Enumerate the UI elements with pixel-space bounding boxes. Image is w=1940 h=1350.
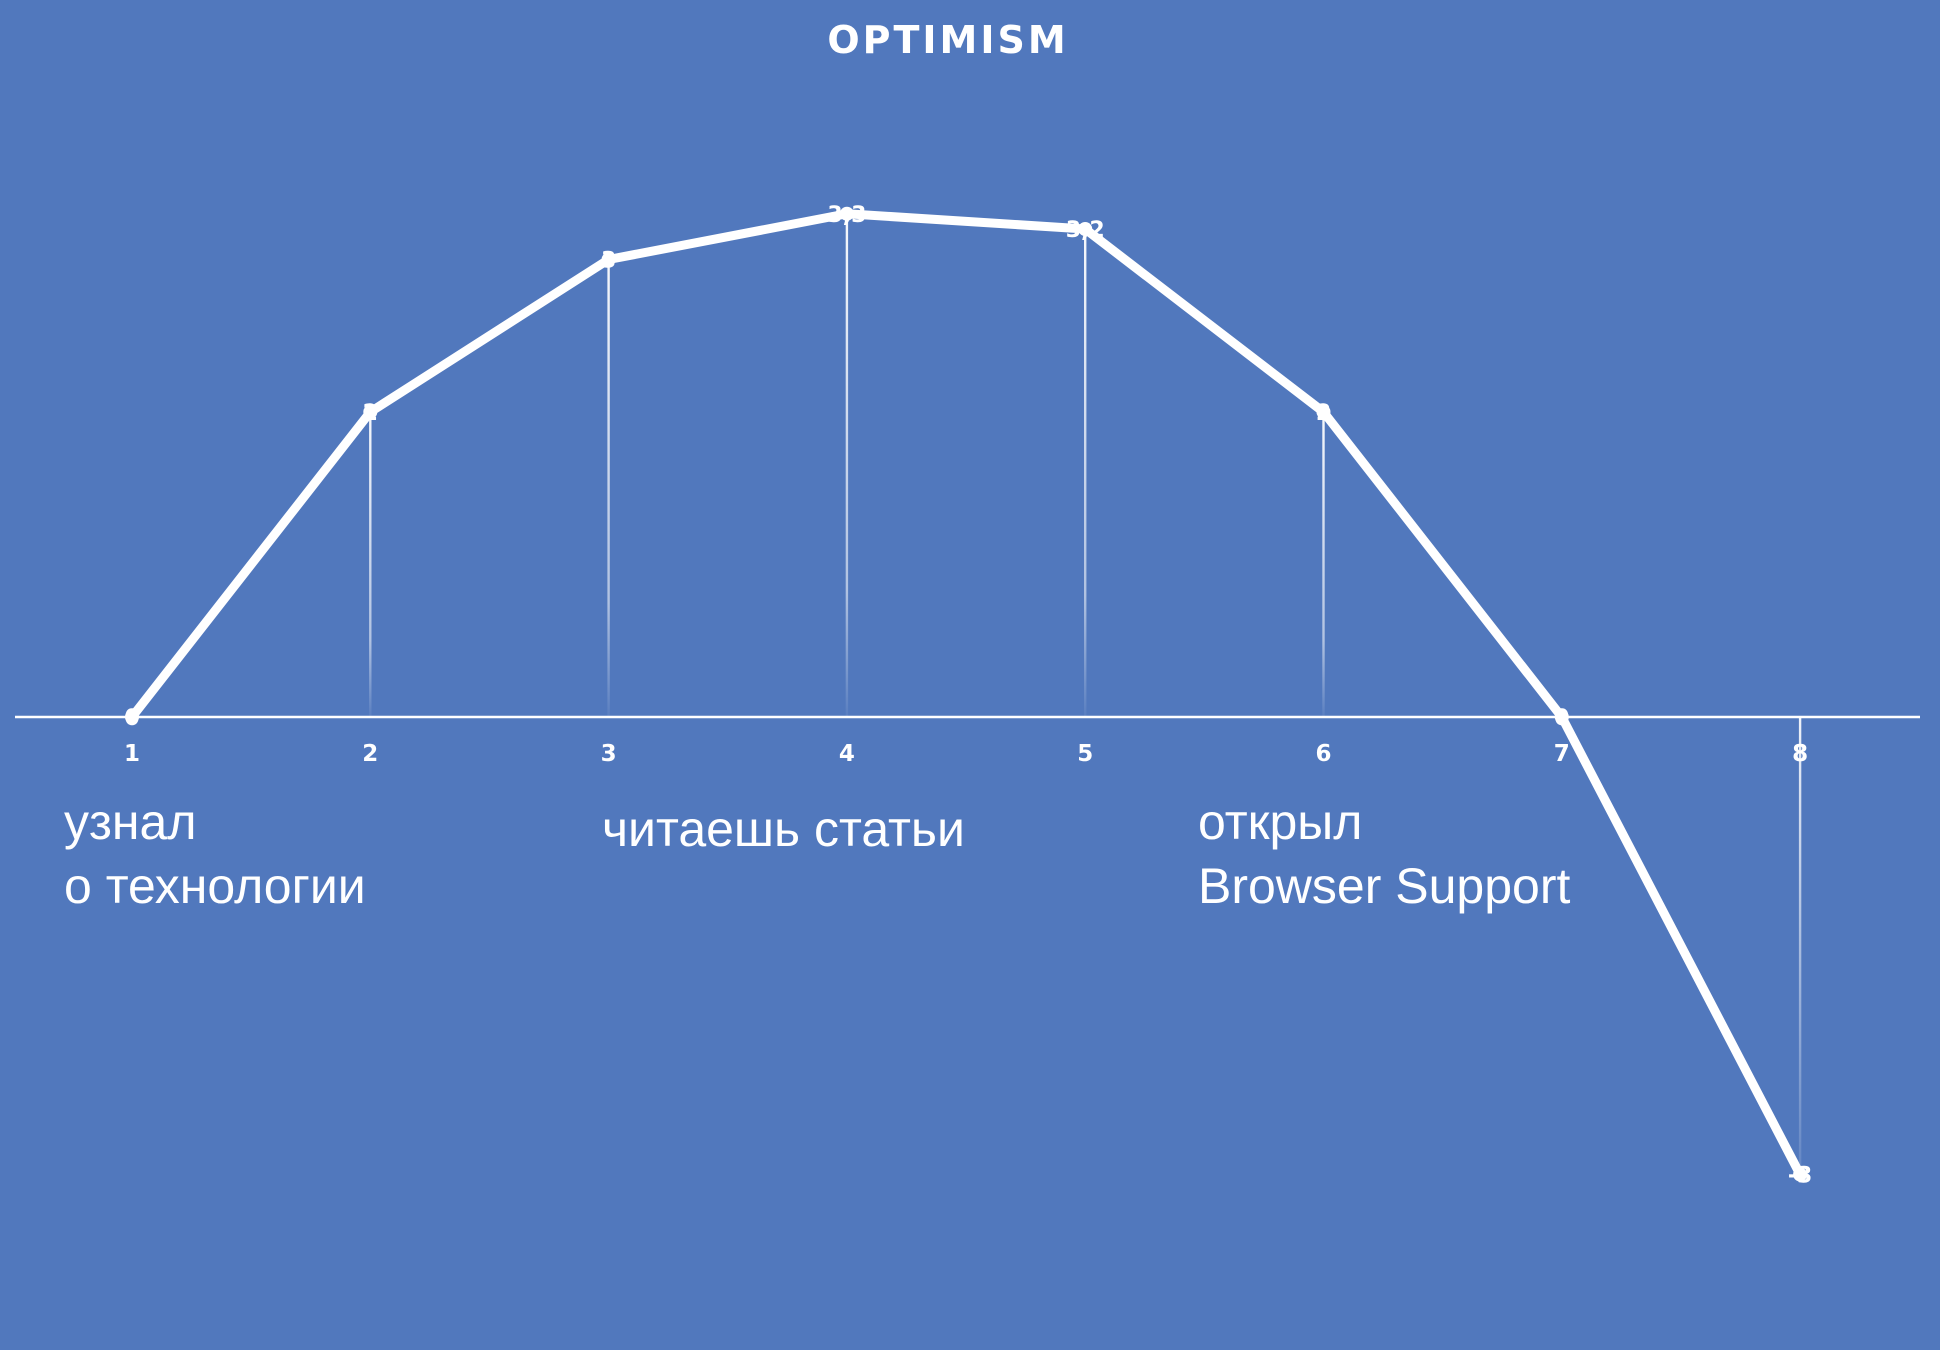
x-tick-label-4: 4 — [839, 741, 855, 767]
data-point-2 — [363, 405, 378, 419]
data-point-4 — [839, 206, 854, 221]
data-label-6: 2 — [1316, 401, 1331, 426]
annotation-learned-line-2: о технологии — [64, 858, 366, 914]
drop-line-3 — [607, 259, 610, 717]
data-point-8 — [1793, 1167, 1808, 1182]
x-tick-label-8: 8 — [1792, 741, 1808, 767]
chart-title: OPTIMISM — [827, 18, 1069, 62]
data-label-4: 3,3 — [827, 203, 866, 228]
annotation-learned-line-1: узнал — [64, 794, 197, 850]
series-line — [127, 209, 1805, 1179]
data-label-8: -3 — [1788, 1164, 1812, 1189]
annotation-browser-support: открыл Browser Support — [1198, 790, 1570, 918]
data-point-6 — [1316, 405, 1331, 419]
drop-line-6 — [1322, 412, 1325, 717]
x-tick-label-3: 3 — [601, 741, 617, 767]
x-tick-label-5: 5 — [1077, 741, 1093, 767]
annotation-reading-line-1: читаешь статьи — [602, 801, 965, 857]
data-label-5: 3,2 — [1066, 218, 1105, 243]
annotation-learned: узнал о технологии — [64, 790, 366, 918]
annotation-browser-support-line-2: Browser Support — [1198, 858, 1571, 914]
drop-line-5 — [1084, 229, 1087, 717]
drop-line-8 — [1798, 717, 1802, 1175]
annotation-reading: читаешь статьи — [602, 797, 965, 861]
annotation-browser-support-line-1: открыл — [1198, 794, 1363, 850]
data-label-2: 2 — [363, 401, 378, 426]
x-tick-label-7: 7 — [1554, 741, 1570, 767]
x-tick-label-1: 1 — [124, 741, 140, 767]
data-point-1 — [125, 710, 139, 724]
drop-line-2 — [369, 412, 372, 717]
drop-line-4 — [845, 213, 849, 717]
data-label-7: 0 — [1554, 706, 1569, 731]
data-point-3 — [601, 252, 616, 267]
x-tick-label-2: 2 — [362, 741, 378, 767]
data-point-7 — [1554, 710, 1569, 724]
data-label-1: 0 — [124, 706, 139, 731]
x-tick-label-6: 6 — [1315, 741, 1331, 767]
data-label-3: 3 — [601, 249, 616, 274]
data-point-5 — [1078, 222, 1093, 236]
